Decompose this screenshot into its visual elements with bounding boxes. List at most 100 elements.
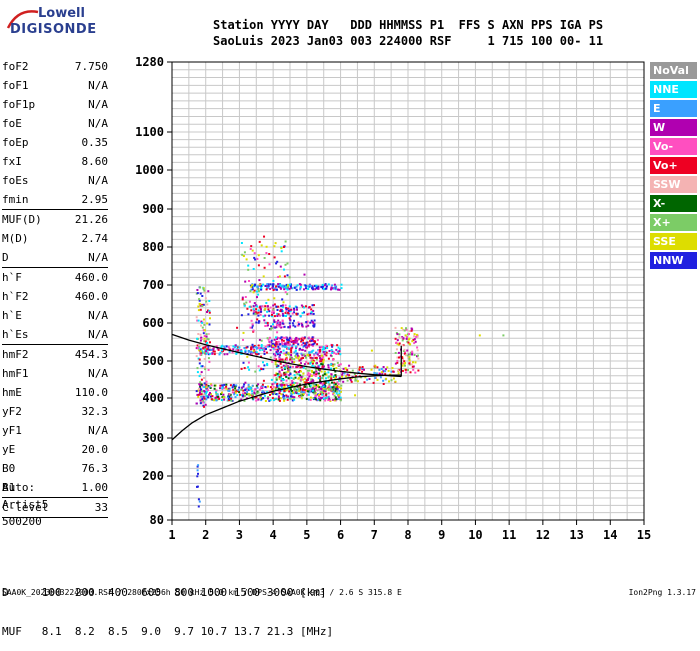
echo-point: [312, 398, 315, 401]
echo-point: [306, 388, 309, 391]
echo-point: [305, 381, 308, 384]
echo-point: [291, 312, 294, 315]
echo-point: [299, 374, 302, 377]
echo-point: [247, 383, 250, 386]
echo-point: [276, 373, 279, 376]
echo-point: [209, 317, 211, 320]
echo-point: [293, 370, 296, 373]
echo-point: [215, 394, 218, 397]
echo-point: [248, 387, 251, 390]
echo-point: [305, 322, 308, 325]
echo-point: [277, 276, 280, 278]
echo-point: [285, 375, 288, 378]
echo-point: [325, 285, 328, 288]
echo-point: [322, 365, 325, 368]
echo-point: [202, 396, 205, 398]
echo-point: [382, 366, 385, 368]
echo-point: [267, 324, 269, 327]
echo-point: [280, 386, 283, 389]
echo-point: [354, 379, 357, 382]
echo-point: [280, 393, 283, 396]
echo-point: [196, 469, 199, 472]
echo-point: [284, 311, 287, 314]
echo-point: [266, 283, 269, 286]
echo-point: [339, 396, 342, 399]
echo-point: [305, 321, 308, 324]
echo-point: [234, 391, 237, 394]
param-label: D: [2, 251, 9, 264]
echo-point: [325, 354, 328, 357]
echo-point: [208, 309, 211, 312]
echo-point: [248, 385, 251, 388]
echo-point: [314, 365, 317, 368]
echo-point: [338, 288, 341, 291]
echo-point: [264, 325, 267, 327]
echo-point: [206, 390, 208, 393]
echo-point: [333, 384, 336, 386]
echo-point: [279, 308, 282, 311]
echo-point: [265, 348, 267, 350]
echo-point: [321, 391, 324, 393]
echo-point: [243, 347, 246, 349]
polarization-legend: NoVal NNE E W Vo- Vo+ SSW X- X+ SSE NNW: [650, 62, 697, 271]
echo-point: [218, 397, 221, 400]
echo-point: [320, 385, 323, 388]
echo-point: [331, 381, 333, 384]
echo-point: [199, 402, 202, 405]
echo-point: [305, 287, 307, 290]
echo-point: [199, 373, 202, 376]
echo-point: [396, 361, 399, 364]
echo-point: [234, 396, 237, 399]
echo-point: [321, 393, 324, 396]
echo-point: [272, 385, 275, 388]
echo-point: [253, 392, 256, 395]
legend-item-e: E: [650, 100, 697, 117]
param-value: 33: [94, 501, 108, 514]
echo-point: [231, 391, 234, 394]
echo-point: [277, 285, 280, 288]
echo-point: [278, 399, 281, 402]
echo-point: [404, 368, 407, 371]
echo-point: [375, 372, 378, 375]
echo-point: [321, 383, 324, 386]
echo-point: [315, 373, 318, 376]
echo-point: [289, 383, 292, 386]
legend-item-ssw: SSW: [650, 176, 697, 193]
echo-point: [261, 383, 264, 386]
echo-point: [271, 391, 274, 394]
echo-point: [288, 322, 291, 325]
echo-point: [340, 287, 343, 290]
echo-point: [287, 311, 289, 314]
echo-point: [281, 319, 284, 322]
echo-point: [273, 319, 276, 322]
echo-point: [312, 380, 315, 383]
echo-point: [281, 322, 284, 325]
echo-point: [314, 396, 317, 399]
echo-point: [245, 387, 248, 390]
echo-point: [240, 367, 243, 370]
echo-point: [324, 385, 327, 388]
echo-point: [319, 390, 322, 393]
echo-point: [416, 336, 419, 339]
echo-point: [400, 327, 403, 330]
echo-point: [247, 366, 250, 369]
echo-point: [225, 385, 228, 388]
echo-point: [254, 312, 257, 315]
echo-point: [394, 380, 397, 383]
echo-point: [313, 385, 316, 388]
echo-point: [300, 391, 303, 394]
echo-point: [316, 389, 319, 392]
echo-point: [311, 379, 314, 382]
echo-point: [247, 268, 250, 271]
legend-item-sse: SSE: [650, 233, 697, 250]
echo-point: [299, 388, 302, 391]
echo-point: [203, 289, 206, 292]
legend-item-noval: NoVal: [650, 62, 697, 79]
echo-point: [267, 286, 270, 289]
echo-point: [313, 319, 316, 322]
echo-point: [204, 352, 207, 355]
echo-point: [255, 311, 258, 314]
echo-point: [324, 388, 327, 391]
echo-point: [307, 390, 309, 393]
echo-point: [245, 301, 248, 304]
